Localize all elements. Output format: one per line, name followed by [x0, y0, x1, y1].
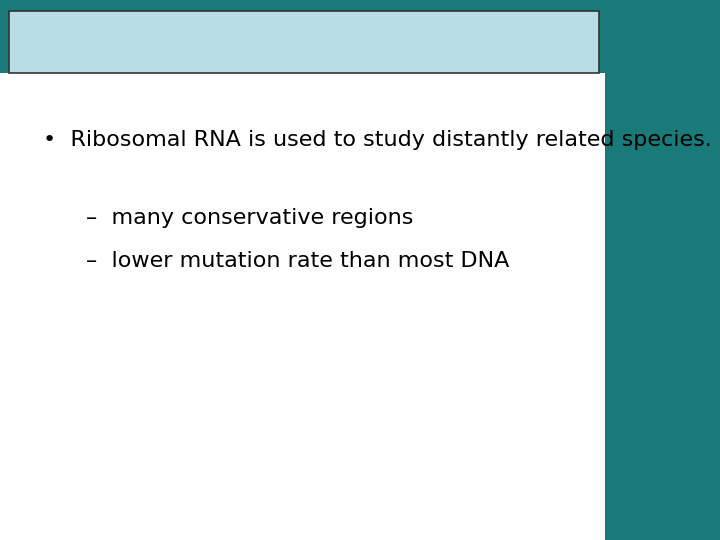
Text: –  lower mutation rate than most DNA: – lower mutation rate than most DNA	[86, 251, 510, 271]
Bar	[605, 0, 720, 540]
Bar	[0, 0, 720, 73]
FancyBboxPatch shape	[9, 11, 599, 73]
Bar	[0, 73, 605, 540]
Text: •  Ribosomal RNA is used to study distantly related species.: • Ribosomal RNA is used to study distant…	[43, 130, 712, 150]
Text: –  many conservative regions: – many conservative regions	[86, 208, 414, 228]
